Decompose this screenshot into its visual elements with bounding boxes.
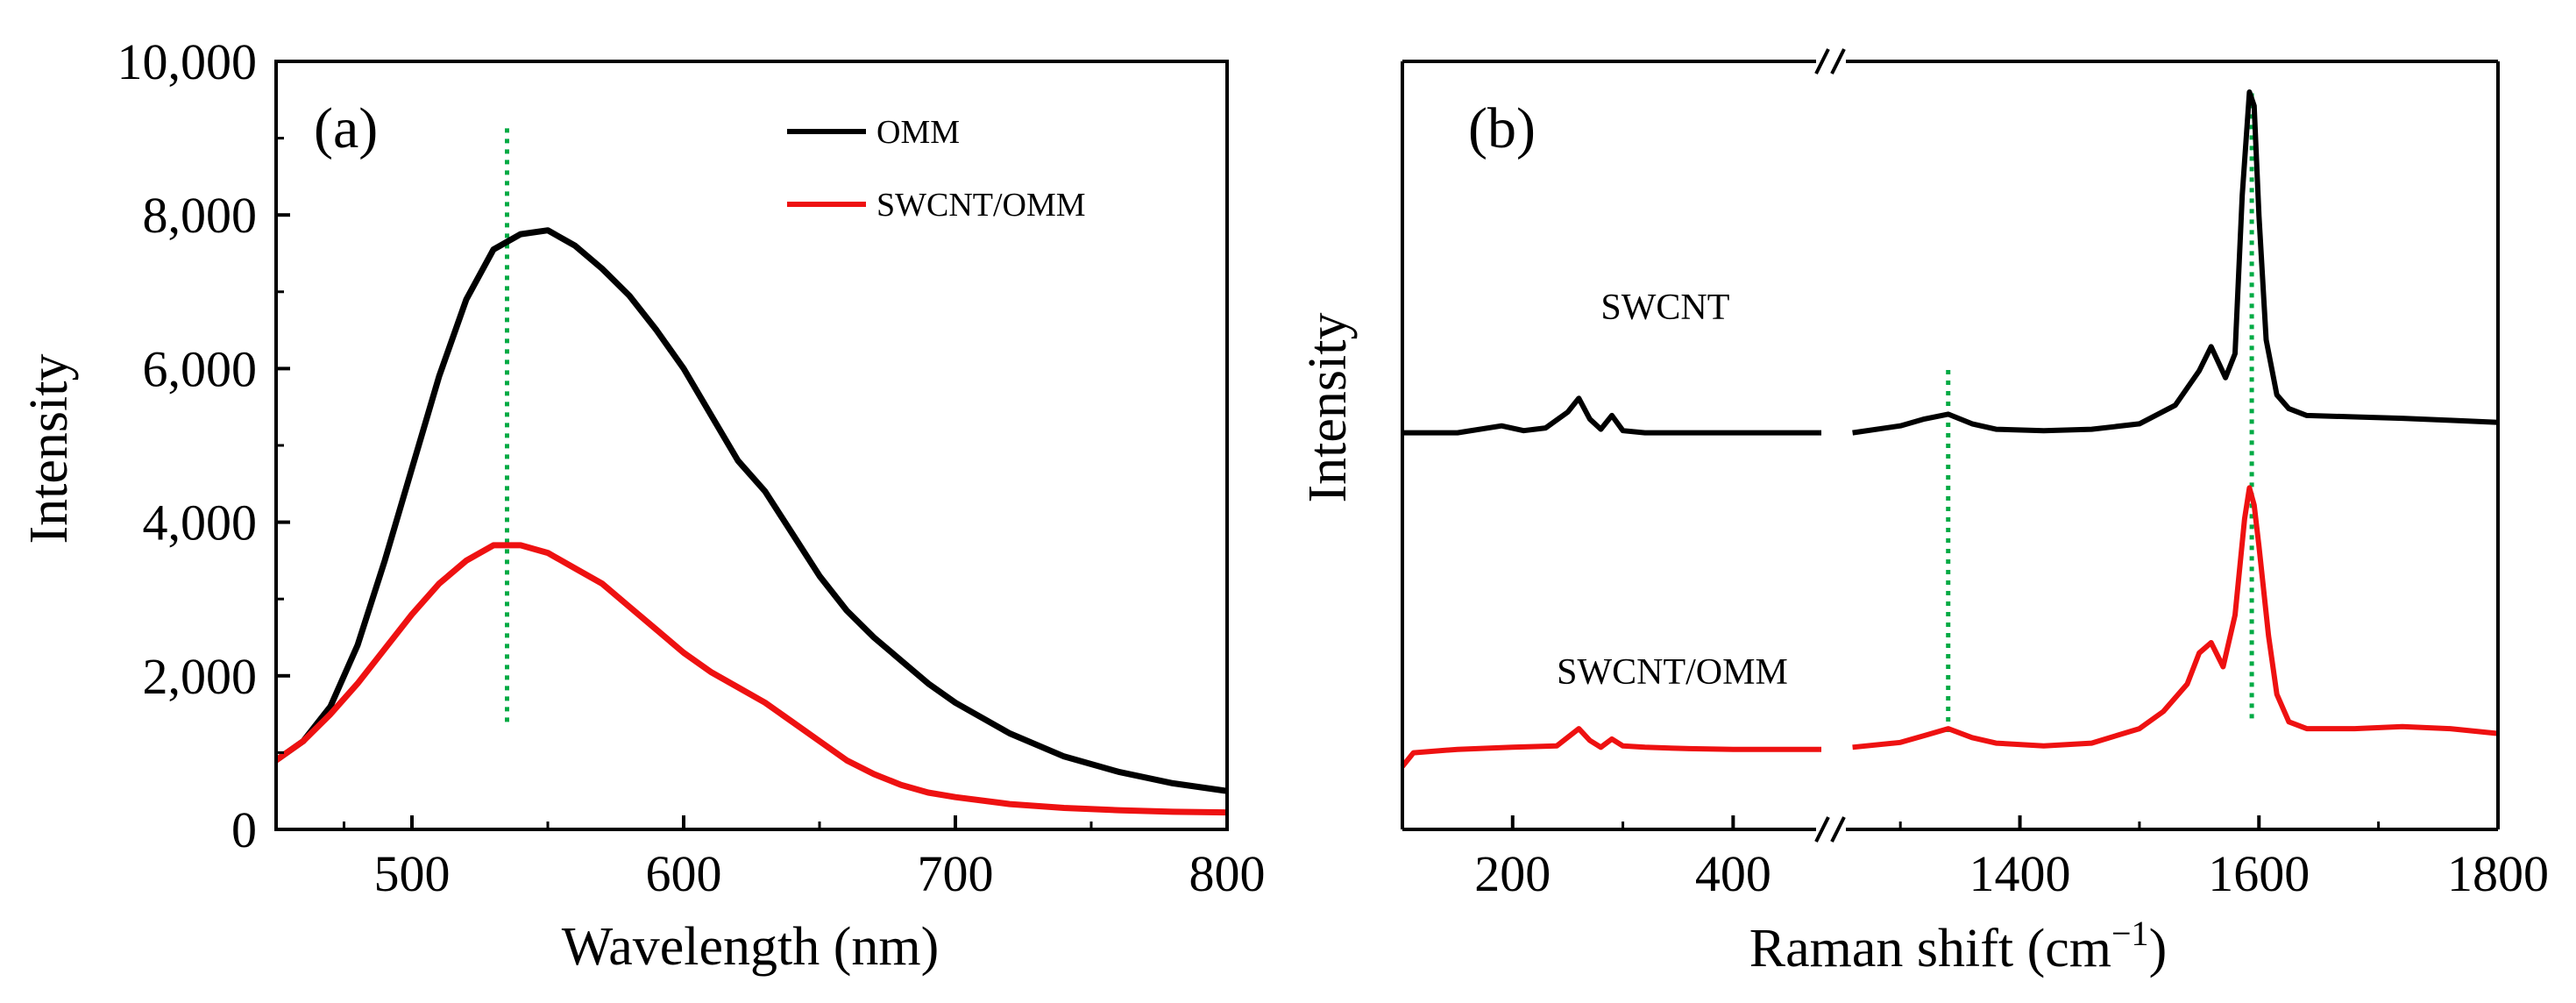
y-tick-label: 6,000 [143, 340, 258, 397]
panel-a-legend: OMM SWCNT/OMM [787, 114, 1086, 224]
panel-a-y-axis-title: Intensity [19, 354, 79, 544]
axis-break-mark [1830, 48, 1846, 75]
series-line-swcnt-omm-segment-2 [1852, 485, 2499, 750]
x-axis-title-main: Raman shift (cm [1749, 919, 2111, 978]
legend-label-swcnt-omm: SWCNT/OMM [876, 187, 1086, 224]
y-tick-label: 2,000 [143, 648, 258, 705]
x-tick-label: 600 [646, 845, 722, 902]
panel-b-ticks: 200 400 1400 1600 1800 [1474, 815, 2549, 902]
y-tick-label: 8,000 [143, 187, 258, 244]
x-tick-label: 1400 [1969, 845, 2071, 902]
y-tick-label: 4,000 [143, 494, 258, 551]
x-axis-title-superscript: −1 [2111, 914, 2149, 953]
x-tick-label: 200 [1474, 845, 1551, 902]
y-tick-label: 0 [231, 801, 257, 858]
axis-break-mark [1830, 816, 1846, 843]
x-tick-label: 1800 [2447, 845, 2549, 902]
x-tick-label: 1600 [2208, 845, 2310, 902]
panel-b-raman-chart: 200 400 1400 1600 1800 (b) SWCNT SWCNT/OMM R… [1298, 48, 2549, 978]
axis-break-mark [1814, 48, 1830, 75]
x-tick-label: 500 [374, 845, 451, 902]
panel-a-ticks: 500 600 700 800 0 2,000 4,000 6,000 8,000 10,000 [117, 33, 1266, 902]
panel-b-y-axis-title: Intensity [1298, 313, 1358, 503]
panel-a-label: (a) [314, 96, 378, 160]
panel-b-guide-lines [1946, 92, 2254, 733]
x-tick-label: 800 [1189, 845, 1266, 902]
series-line-omm [273, 227, 1228, 794]
series-line-swcnt-segment-1 [1402, 395, 1821, 436]
panel-a-series-group [273, 227, 1228, 816]
axis-break-mark [1814, 816, 1830, 843]
x-axis-title-close: ) [2149, 919, 2168, 978]
annotation-swcnt-omm: SWCNT/OMM [1557, 652, 1788, 693]
panel-a-x-axis-title: Wavelength (nm) [562, 917, 940, 977]
panel-b-label: (b) [1468, 96, 1536, 160]
panel-b-axes-frame [1401, 48, 2500, 843]
legend-label-omm: OMM [876, 114, 960, 151]
x-tick-label: 400 [1695, 845, 1771, 902]
series-line-swcnt-segment-2 [1852, 89, 2499, 436]
panel-b-series-group [1400, 89, 2499, 769]
y-tick-label: 10,000 [117, 33, 258, 90]
panel-b-x-axis-title: Raman shift (cm−1) [1749, 914, 2167, 978]
annotation-swcnt: SWCNT [1600, 288, 1729, 328]
series-line-swcnt-omm [273, 542, 1228, 816]
panel-a-spectrum-chart: 500 600 700 80002,0004,0006,0008,00010,000 … [19, 33, 1266, 977]
x-tick-label: 700 [918, 845, 994, 902]
series-line-swcnt-omm-segment-1 [1400, 726, 1821, 769]
